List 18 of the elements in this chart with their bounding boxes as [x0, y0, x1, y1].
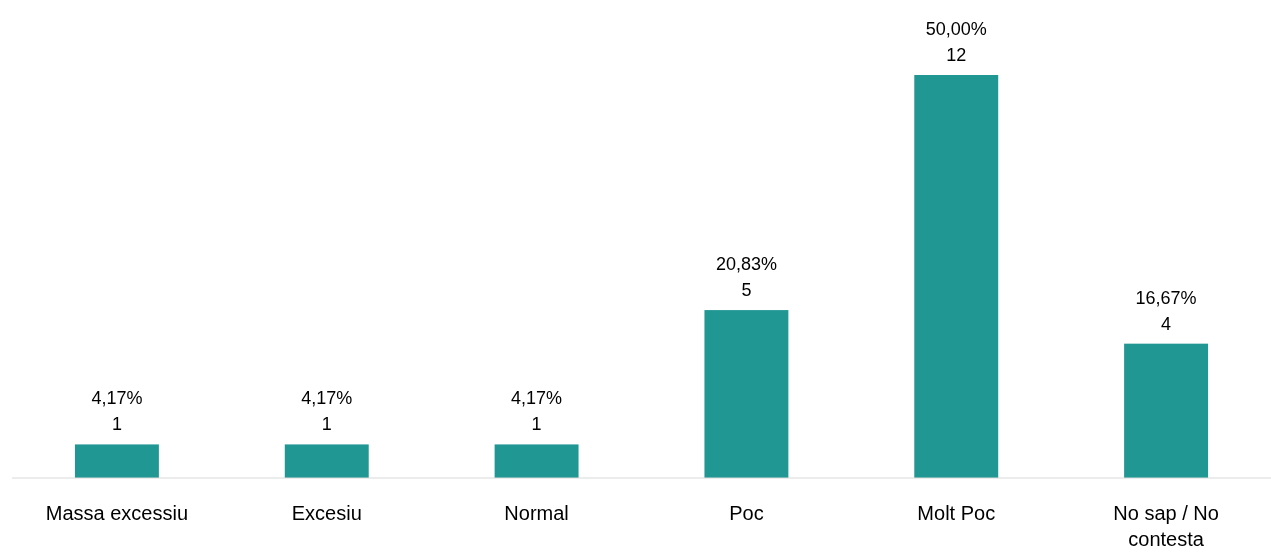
- bar: [914, 75, 999, 478]
- x-tick-label: Poc: [729, 502, 764, 524]
- bar: [74, 444, 159, 478]
- data-label: 4,17% 1: [511, 388, 563, 435]
- bar: [284, 444, 369, 478]
- x-tick-label: Excesiu: [291, 502, 362, 524]
- x-tick-label: Molt Poc: [917, 502, 996, 524]
- bar: [1124, 343, 1209, 478]
- data-label: 50,00% 12: [925, 19, 987, 65]
- x-tick-label: No sap / No contesta: [1113, 502, 1219, 550]
- data-label: 20,83% 5: [715, 254, 777, 301]
- data-label: 4,17% 1: [301, 388, 353, 435]
- x-tick-label: Normal: [504, 502, 569, 524]
- bar: [704, 310, 789, 478]
- data-label: 4,17% 1: [91, 388, 143, 435]
- x-tick-label: Massa excessiu: [45, 502, 189, 524]
- data-label: 16,67% 4: [1135, 287, 1197, 334]
- bar: [494, 444, 579, 478]
